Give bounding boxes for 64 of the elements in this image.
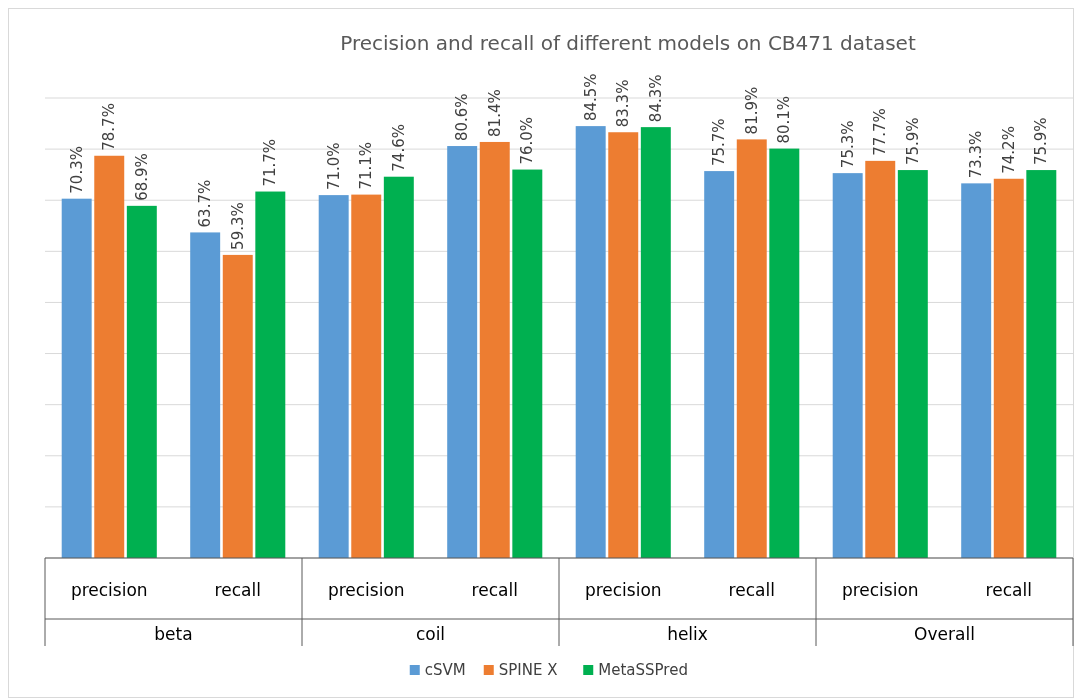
data-label: 80.1% [775,95,794,144]
data-label: 59.3% [228,202,247,250]
bar [383,176,414,558]
bar [640,127,671,558]
data-label: 71.7% [261,138,280,187]
data-label: 77.7% [871,108,890,156]
x-tick-label: recall [985,580,1032,600]
bar [575,126,606,558]
bar [736,139,767,558]
x-tick-label: precision [327,580,405,600]
bar [865,160,896,558]
bar [512,169,543,558]
data-label: 68.9% [132,153,151,201]
bar [126,205,157,558]
bar [832,173,863,558]
data-label: 75.7% [710,118,729,167]
bar [318,195,349,558]
data-label: 71.1% [357,141,376,190]
bar [61,198,92,558]
data-label: 63.7% [196,179,215,228]
data-label: 83.3% [614,79,633,128]
x-tick-label: recall [471,580,518,600]
bar [190,232,221,558]
data-label: 73.3% [967,130,986,179]
text: coil [415,624,446,644]
bar [351,194,382,558]
data-label: 81.4% [485,89,504,137]
bar [94,155,125,558]
x-tick-label: precision [584,580,662,600]
data-label: 78.7% [100,103,119,151]
data-label: 74.6% [389,124,408,172]
data-label: 80.6% [453,93,472,142]
data-label: 76.0% [518,116,537,165]
x-tick-label: precision [841,580,919,600]
text: beta [154,624,193,644]
bar [993,178,1024,558]
legend-label: SPINE X [498,661,558,679]
data-label: 75.9% [903,117,922,166]
x-tick-label: recall [214,580,261,600]
chart-title: Precision and recall of different models on CB471 dataset [340,31,916,55]
bar [961,183,992,558]
text: helix [667,624,708,644]
data-label: 70.3% [67,146,86,194]
bar [447,146,478,558]
data-label: 75.9% [1032,117,1051,166]
bar [608,132,639,558]
bar [1026,170,1057,558]
text: Overall [914,624,975,644]
data-label: 71.0% [324,142,343,191]
data-label: 84.5% [581,73,600,122]
data-label: 81.9% [742,86,761,135]
x-tick-label: recall [728,580,775,600]
data-label: 84.3% [646,74,665,123]
bar [222,254,253,558]
bar [479,141,510,558]
bar [769,148,800,558]
bar [255,191,286,558]
legend-label: cSVM [424,661,466,679]
legend-label: MetaSSPred [598,661,688,679]
x-tick-label: precision [70,580,148,600]
bar [704,171,735,558]
bar [897,170,928,558]
data-label: 74.2% [999,126,1018,174]
data-label: 75.3% [838,120,857,169]
